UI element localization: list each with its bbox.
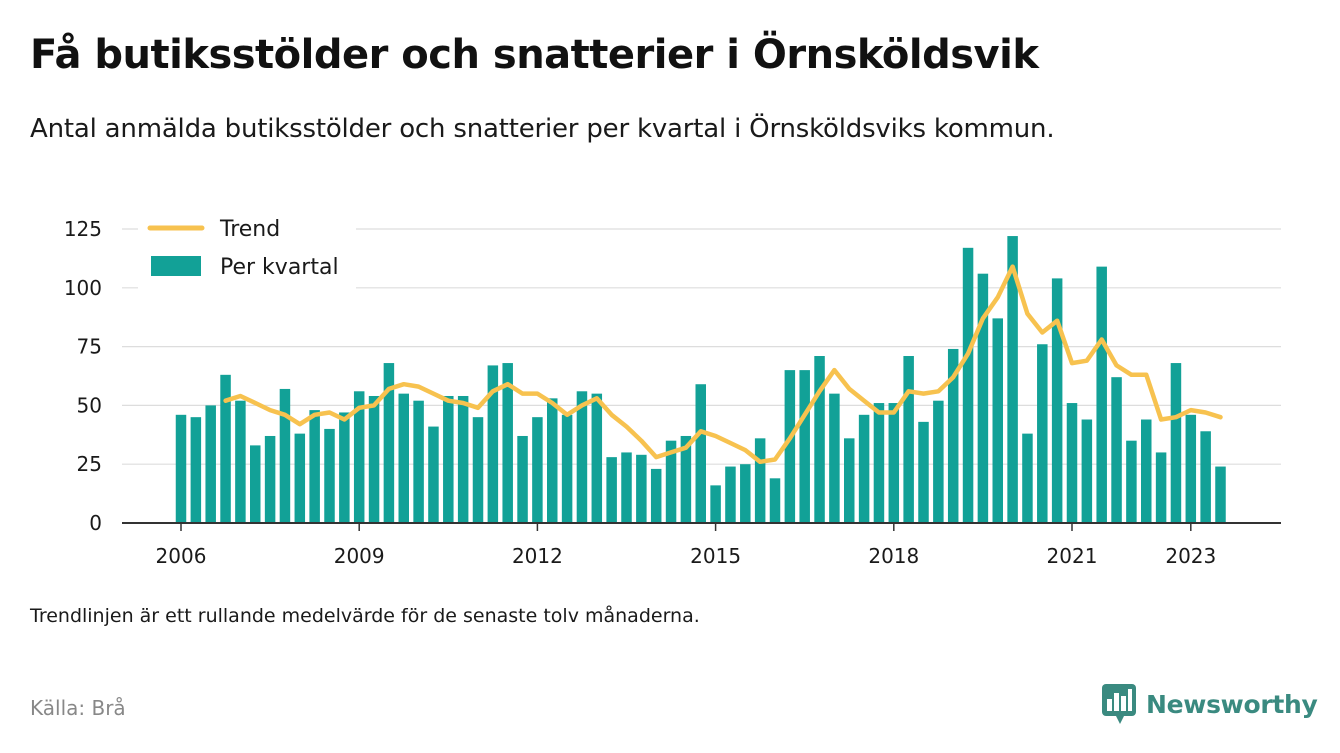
bar — [621, 452, 632, 523]
bar — [264, 435, 276, 523]
y-tick-label: 125 — [64, 217, 102, 241]
x-tick-label: 2015 — [690, 544, 741, 568]
bar — [873, 403, 885, 523]
bar — [561, 414, 573, 523]
bar — [1126, 440, 1137, 523]
x-tick-label: 2018 — [868, 544, 919, 568]
bar — [428, 426, 439, 523]
bar — [324, 428, 335, 523]
bar — [502, 363, 513, 523]
x-tick-label: 2009 — [334, 544, 385, 568]
bar — [547, 398, 558, 523]
bar — [977, 273, 989, 523]
bar — [443, 395, 454, 523]
x-tick-label: 2012 — [512, 544, 563, 568]
bar — [1066, 403, 1078, 523]
bar — [294, 433, 306, 523]
bar — [1111, 377, 1122, 523]
bar — [309, 410, 320, 523]
legend-label-bars: Per kvartal — [220, 255, 339, 280]
bar — [1141, 419, 1152, 523]
bar — [175, 414, 187, 523]
bar — [636, 454, 647, 523]
bar — [532, 417, 543, 523]
bar — [1081, 419, 1093, 523]
chart-subtitle: Antal anmälda butiksstölder och snatteri… — [30, 114, 1055, 144]
legend: Trend Per kvartal — [138, 210, 356, 290]
bar — [398, 393, 409, 523]
footnote: Trendlinjen är ett rullande medelvärde f… — [30, 605, 700, 627]
bar — [190, 417, 202, 523]
bar — [992, 318, 1003, 523]
bar — [339, 412, 350, 523]
bar — [205, 405, 216, 523]
bar — [933, 400, 944, 523]
bar — [235, 400, 246, 523]
bar — [918, 421, 929, 523]
bar — [829, 393, 840, 523]
x-tick-label: 2006 — [156, 544, 207, 568]
bar — [754, 438, 766, 523]
newsworthy-logo-icon — [1102, 684, 1136, 724]
trend-line — [223, 264, 1223, 465]
bar — [1051, 278, 1063, 523]
y-tick-label: 50 — [77, 393, 102, 417]
bar — [1022, 433, 1033, 523]
bar — [1037, 344, 1048, 523]
bar — [383, 363, 395, 523]
bar — [769, 478, 781, 523]
legend-background — [138, 210, 356, 290]
bar — [413, 400, 424, 523]
bar — [591, 393, 603, 523]
bar — [665, 440, 677, 523]
bar — [844, 438, 855, 523]
bar — [279, 388, 291, 523]
bar — [650, 468, 662, 523]
bar — [517, 435, 528, 523]
bar — [1200, 431, 1211, 523]
bar — [487, 365, 499, 523]
legend-label-trend: Trend — [219, 217, 280, 242]
bar — [472, 417, 484, 523]
bar — [576, 391, 588, 523]
bar — [947, 348, 959, 523]
bar — [888, 403, 900, 523]
y-tick-label: 100 — [64, 276, 102, 300]
bar — [353, 391, 365, 523]
bar — [250, 445, 261, 523]
x-tick-label: 2021 — [1047, 544, 1098, 568]
bar — [784, 370, 796, 523]
bar — [799, 370, 810, 523]
x-tick-label: 2023 — [1165, 544, 1216, 568]
bar — [606, 457, 617, 523]
bar — [220, 374, 231, 523]
y-tick-label: 25 — [77, 452, 102, 476]
bar — [1096, 266, 1107, 523]
y-tick-label: 75 — [77, 335, 102, 359]
y-tick-label: 0 — [89, 511, 102, 535]
source-credit: Källa: Brå — [30, 696, 126, 720]
bar — [903, 356, 914, 523]
bar — [962, 247, 974, 524]
bar-series — [175, 236, 1226, 524]
bar — [1215, 466, 1226, 523]
bar — [1155, 452, 1167, 523]
brand-logo[interactable]: Newsworthy — [1102, 682, 1318, 726]
bar — [814, 356, 825, 523]
bar — [457, 395, 469, 523]
bar — [725, 466, 736, 523]
bar — [695, 384, 706, 523]
bar — [680, 435, 692, 523]
bar — [1007, 236, 1018, 523]
bar — [740, 464, 751, 523]
bar — [1170, 363, 1182, 523]
bar — [710, 485, 721, 523]
chart-title: Få butiksstölder och snatterier i Örnskö… — [30, 32, 1039, 78]
brand-name: Newsworthy — [1146, 689, 1318, 719]
bar-line-chart: 0 25 50 75 100 125 2006 2009 2012 2015 2018 2021 202… — [63, 210, 1281, 568]
legend-swatch-bars — [151, 256, 201, 276]
bar — [1185, 414, 1197, 523]
bar — [368, 395, 380, 523]
bar — [858, 414, 870, 523]
